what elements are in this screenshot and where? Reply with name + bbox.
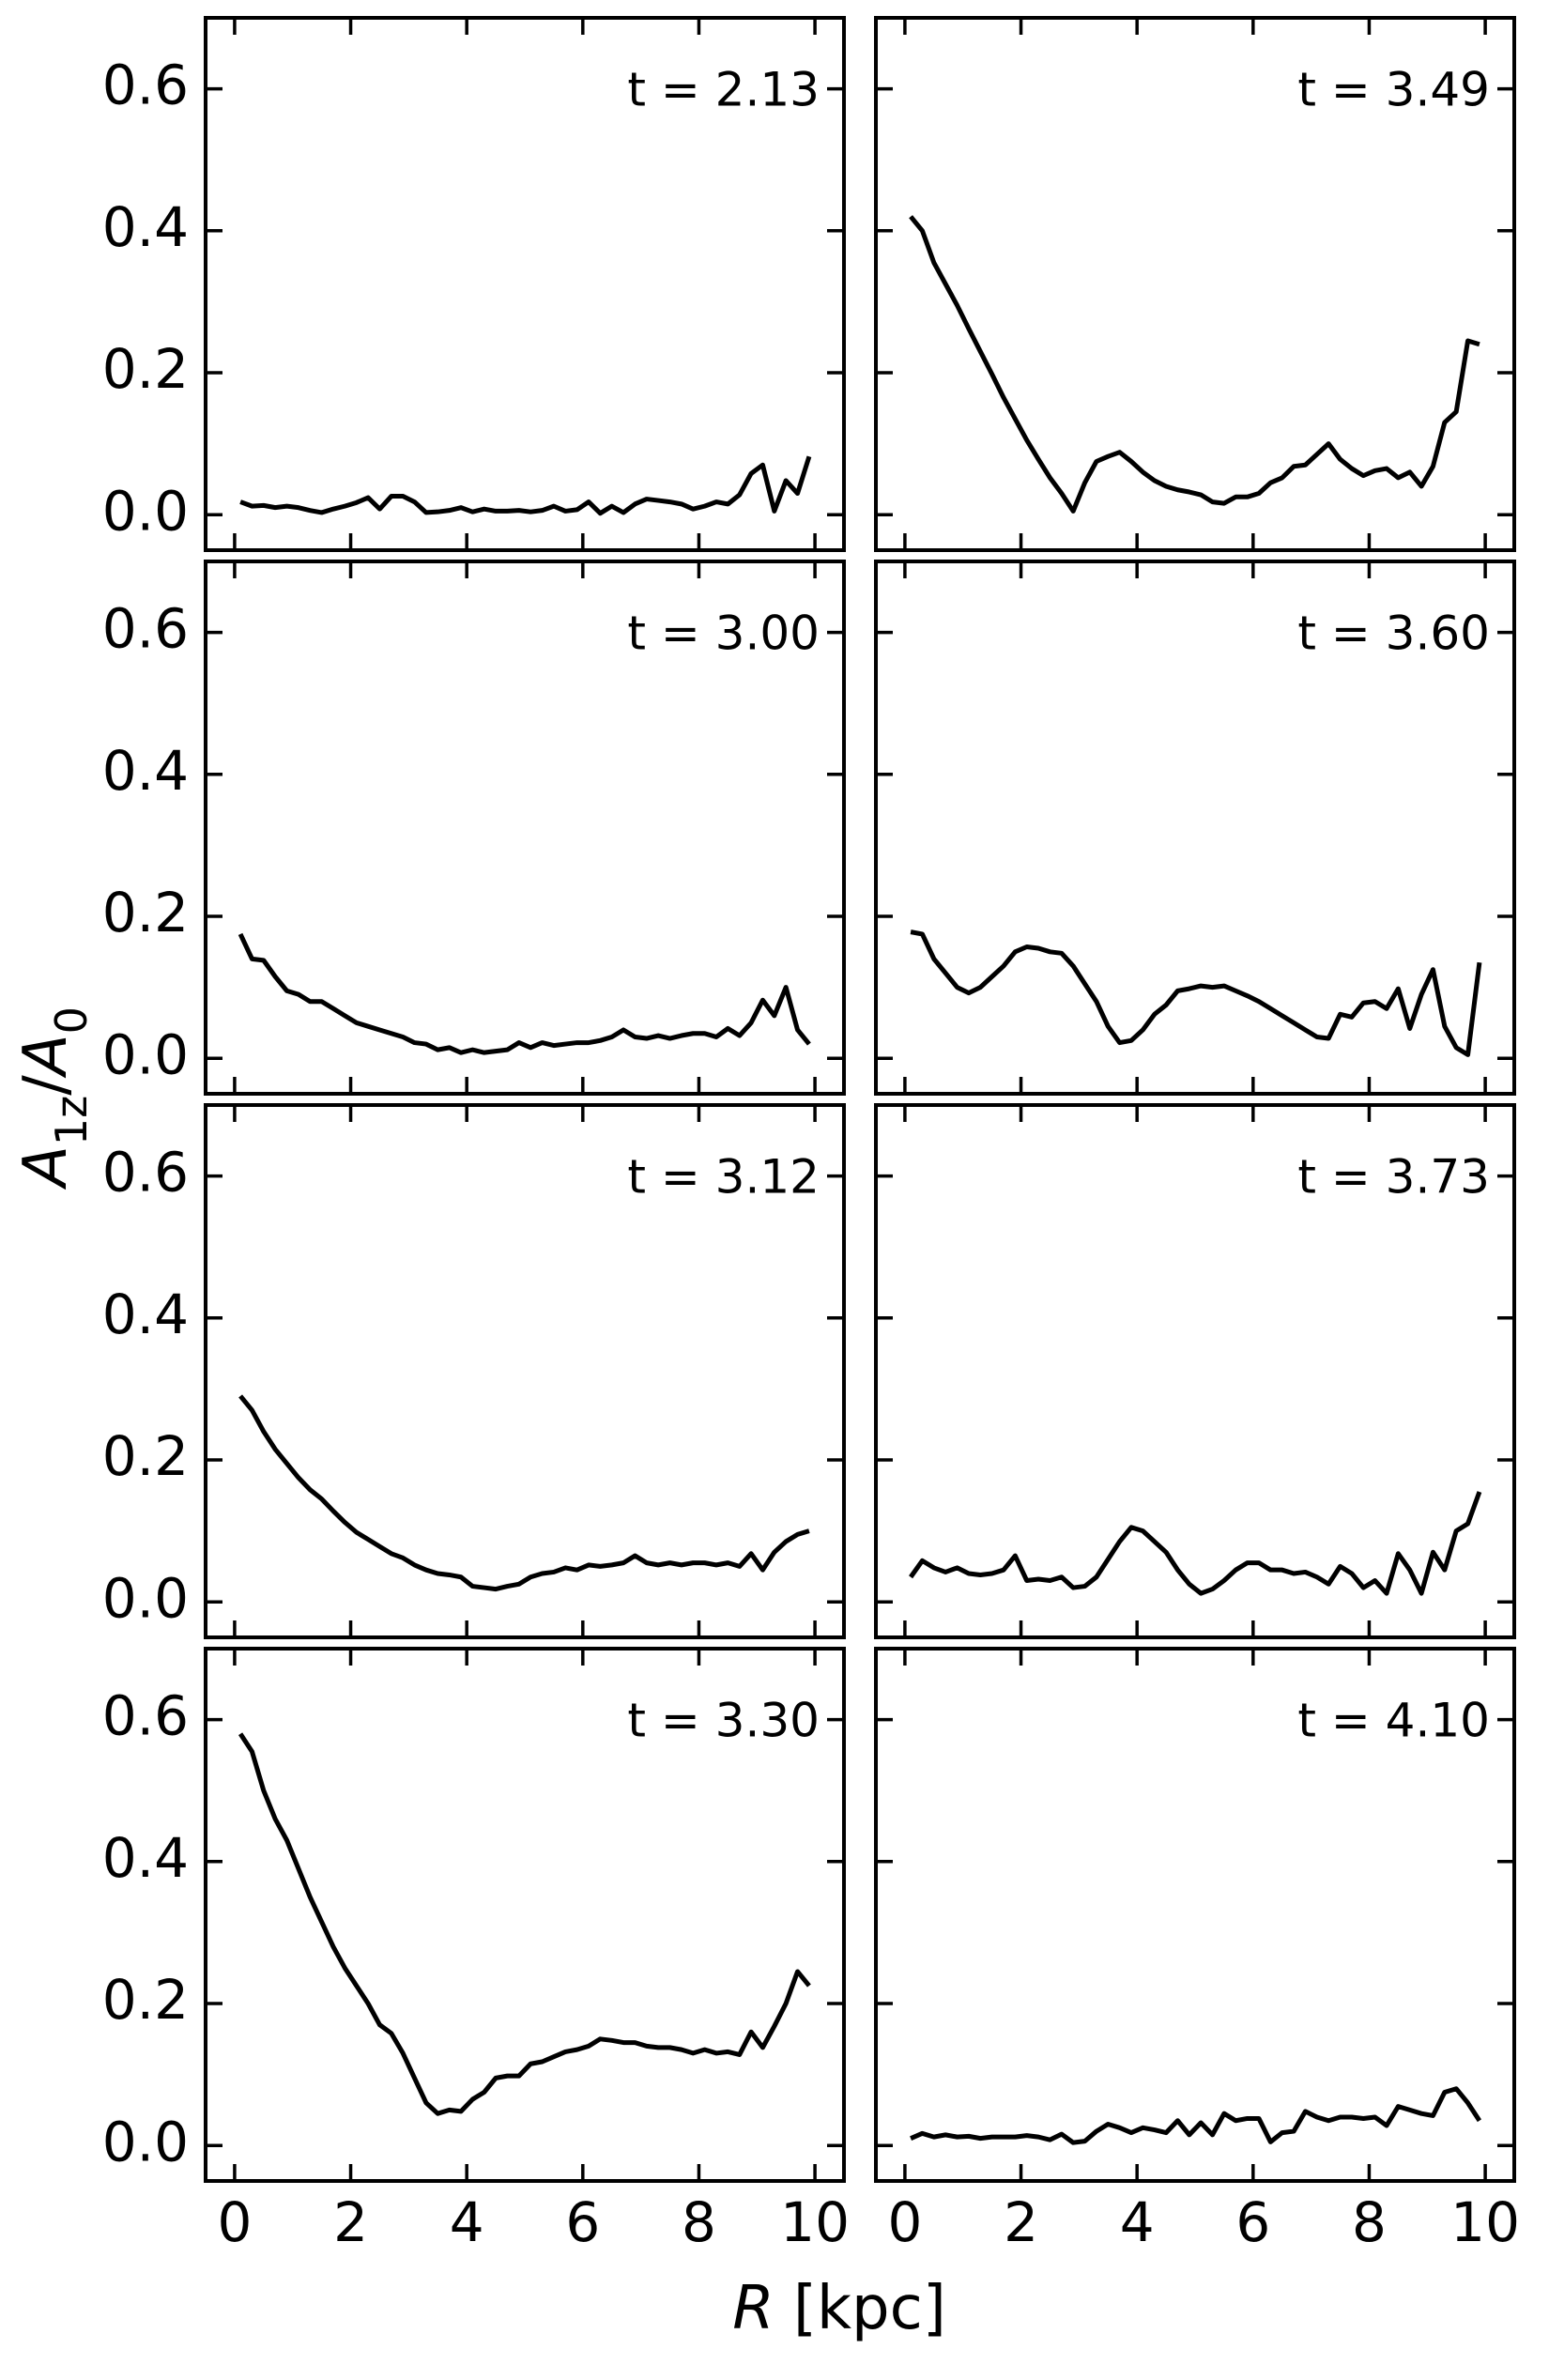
- plot-frame: [874, 16, 1516, 552]
- data-line: [239, 455, 812, 516]
- y-axis-title: A1z/A0: [11, 1006, 97, 1190]
- annotation: t = 3.73: [1297, 1150, 1490, 1205]
- x-axis-title-part: R: [732, 2274, 774, 2343]
- y-tick-label: 0.2: [102, 1424, 189, 1488]
- plot-frame: [204, 560, 846, 1096]
- y-axis-title-part: 1z: [46, 1096, 97, 1145]
- y-tick-label: 0.2: [102, 337, 189, 401]
- x-axis-title: R [kpc]: [732, 2274, 946, 2343]
- panel: 0.0 0.2 0.4 0.6 t = 3.00: [102, 560, 846, 1096]
- y-tick-label: 0.4: [102, 195, 189, 259]
- x-tick-label: 8: [1352, 2190, 1387, 2254]
- y-tick-label: 0.0: [102, 1022, 189, 1086]
- data-line: [238, 1394, 810, 1592]
- data-line: [909, 1491, 1482, 1596]
- y-axis-title-part: A: [11, 1034, 81, 1079]
- panel: t = 3.49: [874, 16, 1516, 552]
- y-axis-title-part: 0: [46, 1006, 97, 1034]
- plot-frame: [874, 1647, 1516, 2183]
- x-tick-label: 8: [682, 2190, 716, 2254]
- panel: t = 3.60: [874, 560, 1516, 1096]
- panel: 0.0 0.2 0.4 0.6 0 2 4 6 8 10 t = 3.30: [102, 1647, 850, 2254]
- data-line: [238, 932, 811, 1055]
- x-tick-label: 2: [1004, 2190, 1038, 2254]
- x-tick-label: 4: [450, 2190, 484, 2254]
- plot-frame: [204, 1647, 846, 2183]
- data-line: [910, 2086, 1482, 2145]
- panel: t = 3.73: [874, 1103, 1516, 1639]
- panel: 0.0 0.2 0.4 0.6 t = 3.12: [102, 1103, 846, 1639]
- y-tick-label: 0.2: [102, 1968, 189, 2032]
- y-tick-label: 0.4: [102, 739, 189, 803]
- annotation: t = 4.10: [1297, 1694, 1490, 1748]
- y-axis-title-part: /: [11, 1075, 81, 1096]
- annotation: t = 3.60: [1297, 607, 1490, 661]
- panel: 0.0 0.2 0.4 0.6 t = 2.13: [102, 16, 846, 552]
- y-tick-label: 0.4: [102, 1282, 189, 1346]
- y-tick-label: 0.6: [102, 1684, 189, 1748]
- annotation: t = 3.30: [627, 1694, 820, 1748]
- y-tick-label: 0.4: [102, 1826, 189, 1890]
- plot-frame: [874, 560, 1516, 1096]
- x-tick-label: 4: [1120, 2190, 1155, 2254]
- x-tick-label: 2: [333, 2190, 368, 2254]
- y-tick-label: 0.6: [102, 54, 189, 117]
- x-tick-label: 10: [1450, 2190, 1520, 2254]
- plot-frame: [204, 16, 846, 552]
- x-tick-label: 0: [217, 2190, 252, 2254]
- x-tick-label: 6: [565, 2190, 600, 2254]
- annotation: t = 3.00: [627, 607, 820, 661]
- x-tick-label: 6: [1235, 2190, 1270, 2254]
- annotation: t = 3.49: [1297, 63, 1490, 117]
- x-axis-title-part: [kpc]: [774, 2274, 946, 2343]
- y-tick-label: 0.6: [102, 1141, 189, 1205]
- plot-frame: [204, 1103, 846, 1639]
- y-tick-label: 0.0: [102, 1566, 189, 1630]
- annotation: t = 3.12: [627, 1150, 820, 1205]
- plot-frame: [874, 1103, 1516, 1639]
- y-axis-title-part: A: [11, 1145, 81, 1190]
- data-line: [238, 1732, 811, 2116]
- x-tick-label: 0: [887, 2190, 922, 2254]
- y-tick-label: 0.2: [102, 881, 189, 944]
- annotation: t = 2.13: [627, 63, 820, 117]
- data-line: [910, 929, 1482, 1057]
- x-tick-label: 10: [780, 2190, 850, 2254]
- data-line: [909, 215, 1480, 514]
- panel: 0 2 4 6 8 10 t = 4.10: [874, 1647, 1520, 2254]
- y-tick-label: 0.6: [102, 597, 189, 661]
- y-tick-label: 0.0: [102, 2110, 189, 2173]
- y-tick-label: 0.0: [102, 479, 189, 543]
